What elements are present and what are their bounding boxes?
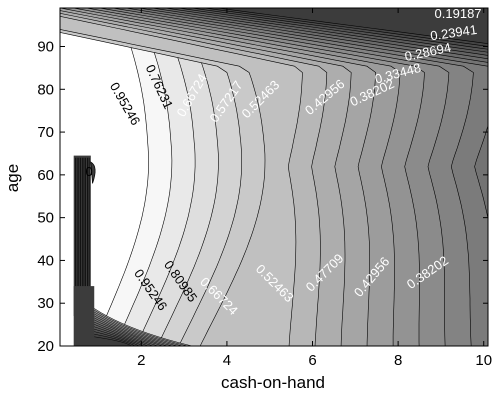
bottom-contour-cluster [73, 286, 194, 346]
plot-area: 0.191870.239410.286940.334480.382020.429… [60, 6, 488, 346]
x-tick-label: 8 [394, 352, 402, 369]
x-tick-label: 2 [137, 352, 145, 369]
y-tick-label: 70 [37, 124, 54, 141]
x-tick-label: 6 [308, 352, 316, 369]
contour-label: 0 [85, 164, 92, 179]
contour-bands [60, 8, 488, 346]
contour-label: 0.23941 [429, 22, 478, 43]
x-tick-label: 4 [223, 352, 231, 369]
y-tick-label: 60 [37, 167, 54, 184]
y-axis-ticks: 20 30 40 50 60 70 80 90 [37, 39, 488, 355]
y-axis-label: age [3, 164, 22, 192]
left-contour-lobe [90, 161, 96, 184]
contour-band [215, 8, 488, 44]
y-tick-label: 20 [37, 338, 54, 355]
x-axis-ticks: 2 4 6 8 10 [137, 8, 492, 369]
y-tick-label: 90 [37, 39, 54, 56]
y-tick-label: 50 [37, 210, 54, 227]
left-contour-cluster [73, 155, 96, 317]
bottom-dark-block [73, 286, 95, 346]
contour-band [60, 8, 488, 346]
y-tick-label: 30 [37, 295, 54, 312]
x-tick-label: 10 [475, 352, 492, 369]
contour-label: 0.19187 [435, 6, 482, 21]
y-tick-label: 80 [37, 81, 54, 98]
bottom-contour-band [83, 335, 132, 346]
y-tick-label: 40 [37, 252, 54, 269]
plot-frame [59, 7, 489, 347]
x-axis-label: cash-on-hand [221, 373, 325, 392]
